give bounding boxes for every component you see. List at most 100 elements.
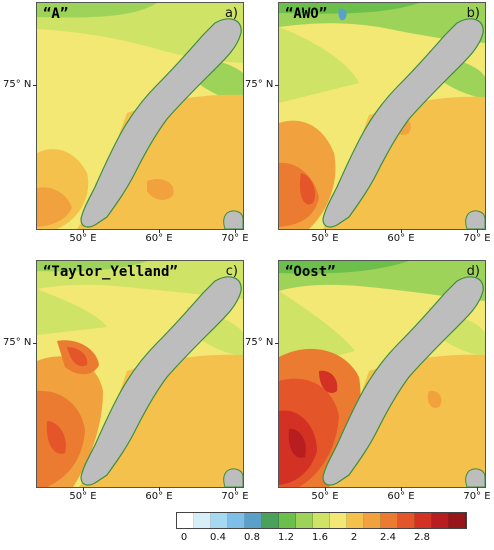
colorbar-swatch <box>245 513 262 528</box>
latitude-tick <box>275 85 279 86</box>
panel-title: “AWO” <box>285 6 328 22</box>
colorbar-swatch <box>279 513 296 528</box>
map-panel-b: “AWO” b) <box>278 2 486 230</box>
longitude-label: 60° E <box>387 491 415 502</box>
longitude-label: 70° E <box>463 233 491 244</box>
colorbar-tick-label: 0 <box>180 532 188 543</box>
longitude-tick <box>477 229 478 233</box>
field-contour-region <box>147 178 174 200</box>
colorbar-swatch <box>228 513 245 528</box>
landmass <box>465 210 485 229</box>
panel-title: “Oost” <box>285 264 336 280</box>
longitude-label: 70° E <box>221 233 249 244</box>
colorbar-swatch <box>381 513 398 528</box>
field-contour-region <box>338 8 347 21</box>
field-contour-region <box>279 3 419 14</box>
landmass <box>223 210 243 229</box>
colorbar-tick-label: 0.8 <box>244 532 260 543</box>
colorbar-swatch <box>364 513 381 528</box>
colorbar-tick-label: 1.2 <box>278 532 294 543</box>
map-field <box>279 261 485 487</box>
map-field <box>37 3 243 229</box>
colorbar-tick-label: 2.4 <box>380 532 396 543</box>
map-field <box>279 3 485 229</box>
longitude-label: 50° E <box>311 233 339 244</box>
colorbar-swatch <box>432 513 449 528</box>
colorbar-swatch <box>194 513 211 528</box>
latitude-label: 75° N <box>3 337 32 348</box>
field-contour-region <box>279 261 409 274</box>
longitude-tick <box>401 487 402 491</box>
panel-letter: b) <box>466 6 480 21</box>
panel-title: “Taylor_Yelland” <box>43 264 178 280</box>
landmass <box>80 276 242 486</box>
colorbar-swatch <box>347 513 364 528</box>
panel-letter: a) <box>224 6 238 21</box>
colorbar <box>176 512 467 529</box>
longitude-label: 60° E <box>145 233 173 244</box>
field-contour-region <box>46 421 66 454</box>
colorbar-swatch <box>398 513 415 528</box>
field-contour-region <box>67 347 88 367</box>
longitude-tick <box>83 229 84 233</box>
colorbar-swatch <box>211 513 228 528</box>
longitude-label: 60° E <box>145 491 173 502</box>
map-panel-d: “Oost” d) <box>278 260 486 488</box>
landmass <box>223 468 243 487</box>
latitude-tick <box>275 343 279 344</box>
longitude-label: 50° E <box>69 233 97 244</box>
longitude-tick <box>159 487 160 491</box>
longitude-tick <box>235 487 236 491</box>
map-frame: “A” a) <box>36 2 244 230</box>
colorbar-swatch <box>330 513 347 528</box>
colorbar-tick-label: 0.4 <box>210 532 226 543</box>
colorbar-tick-label: 2.8 <box>414 532 430 543</box>
colorbar-swatch <box>262 513 279 528</box>
longitude-tick <box>235 229 236 233</box>
field-contour-region <box>37 187 72 227</box>
field-contour-region <box>299 173 316 205</box>
map-frame: “Taylor_Yelland” c) <box>36 260 244 488</box>
field-contour-region <box>288 428 306 458</box>
colorbar-tick-label: 2 <box>350 532 358 543</box>
field-contour-region <box>37 3 157 18</box>
longitude-tick <box>159 229 160 233</box>
panel-letter: d) <box>466 264 480 279</box>
landmass <box>322 276 484 486</box>
longitude-tick <box>325 229 326 233</box>
landmass <box>80 18 242 228</box>
panel-title: “A” <box>43 6 69 22</box>
map-panel-c: “Taylor_Yelland” c) <box>36 260 244 488</box>
colorbar-swatch <box>313 513 330 528</box>
landmass <box>465 468 485 487</box>
longitude-tick <box>325 487 326 491</box>
longitude-tick <box>477 487 478 491</box>
field-contour-region <box>427 390 442 408</box>
field-contour-region <box>319 370 338 393</box>
latitude-label: 75° N <box>3 79 32 90</box>
colorbar-swatch <box>296 513 313 528</box>
longitude-label: 60° E <box>387 233 415 244</box>
longitude-tick <box>401 229 402 233</box>
longitude-label: 50° E <box>69 491 97 502</box>
longitude-label: 50° E <box>311 491 339 502</box>
longitude-tick <box>83 487 84 491</box>
longitude-label: 70° E <box>221 491 249 502</box>
longitude-label: 70° E <box>463 491 491 502</box>
latitude-tick <box>33 343 37 344</box>
colorbar-tick-label: 1.6 <box>312 532 328 543</box>
map-field <box>37 261 243 487</box>
field-contour-region <box>279 27 359 103</box>
map-frame: “AWO” b) <box>278 2 486 230</box>
latitude-tick <box>33 85 37 86</box>
landmass <box>322 18 484 228</box>
colorbar-swatch <box>177 513 194 528</box>
colorbar-swatch <box>415 513 432 528</box>
latitude-label: 75° N <box>245 79 274 90</box>
field-contour-region <box>37 289 107 335</box>
map-panel-a: “A” a) <box>36 2 244 230</box>
map-frame: “Oost” d) <box>278 260 486 488</box>
latitude-label: 75° N <box>245 337 274 348</box>
panel-letter: c) <box>225 264 238 279</box>
field-contour-region <box>37 261 147 272</box>
